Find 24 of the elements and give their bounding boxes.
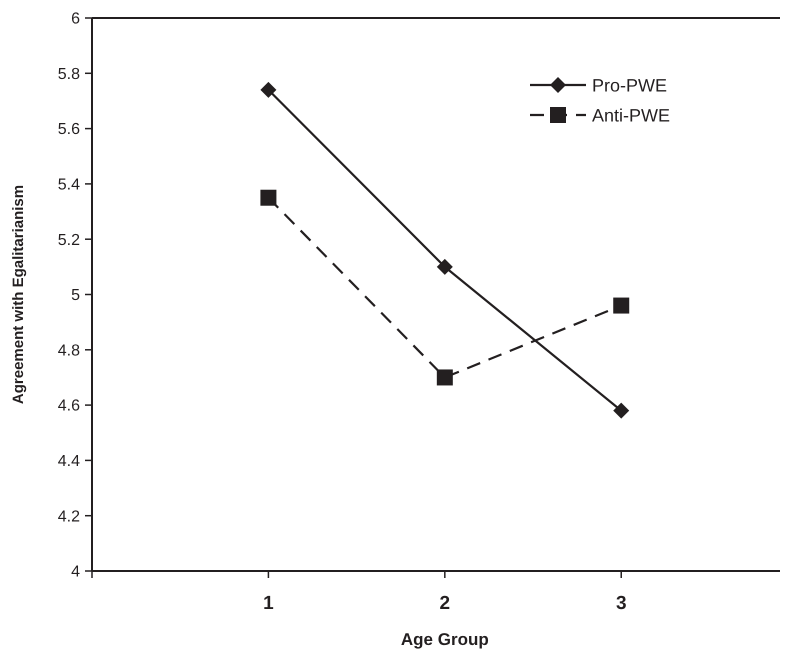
point [260,82,276,98]
y-tick-label: 4.6 [58,398,80,415]
y-tick-label: 4.8 [58,342,80,360]
y-tick-label: 4 [71,564,80,581]
x-tick-label: 3 [616,593,627,614]
point [436,258,453,275]
point [436,369,453,386]
y-tick-label: 4.2 [58,508,80,526]
y-tick-label: 5.2 [58,232,80,249]
point [613,298,630,314]
y-tick-label: 6 [71,10,80,28]
x-tick-label: 2 [440,593,450,614]
y-tick-label: 5.8 [58,66,80,83]
y-axis-title: Agreement with Egalitarianism [10,184,27,404]
legend-label: Anti-PWE [592,105,670,126]
y-tick-label: 5.4 [58,176,80,194]
x-tick-label: 1 [263,593,274,614]
y-tick-label: 4.4 [58,453,80,470]
legend-label: Pro-PWE [592,75,668,96]
point [260,190,276,206]
x-axis-title: Age Group [400,630,489,649]
y-tick-label: 5.6 [58,121,80,138]
y-tick-label: 5 [71,287,80,304]
point [613,402,630,419]
